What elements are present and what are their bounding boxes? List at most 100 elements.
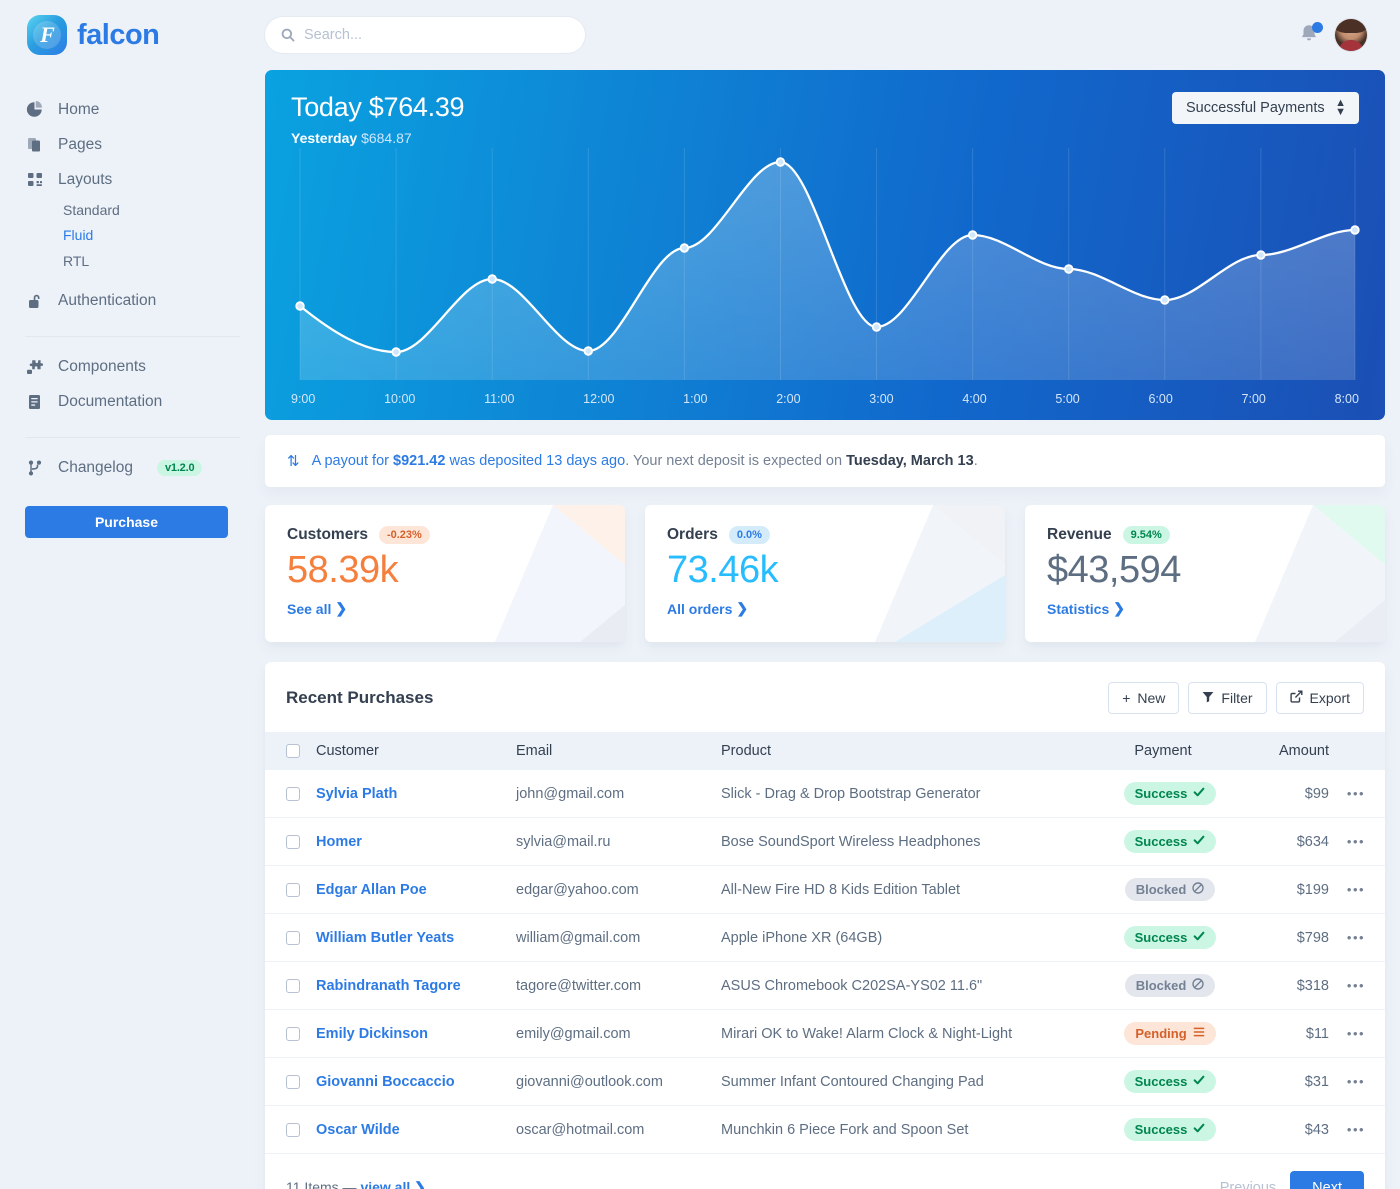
- payout-part1: A payout for: [311, 453, 393, 469]
- row-checkbox[interactable]: [286, 930, 300, 945]
- row-menu-icon[interactable]: •••: [1346, 977, 1366, 993]
- x-axis-label: 8:00: [1334, 392, 1359, 406]
- customer-link[interactable]: Rabindranath Tagore: [316, 977, 461, 994]
- sidebar-subitem-standard[interactable]: Standard: [25, 197, 240, 223]
- stat-value: 73.46k: [667, 549, 779, 591]
- status-label: Success: [1134, 930, 1188, 945]
- next-button[interactable]: Next: [1290, 1171, 1364, 1189]
- x-axis-label: 11:00: [484, 392, 515, 406]
- row-checkbox[interactable]: [286, 1026, 300, 1041]
- table-row[interactable]: William Butler Yeats william@gmail.com App…: [265, 913, 1385, 962]
- row-checkbox[interactable]: [286, 978, 300, 993]
- email-cell: sylvia@mail.ru: [508, 817, 713, 866]
- row-checkbox[interactable]: [286, 1074, 300, 1089]
- sidebar-item-components[interactable]: Components: [25, 350, 240, 385]
- row-checkbox[interactable]: [286, 882, 300, 897]
- sidebar-subitem-rtl[interactable]: RTL: [25, 248, 240, 274]
- card-decoration: [495, 505, 625, 642]
- topbar-right: [1299, 19, 1385, 51]
- row-menu-icon[interactable]: •••: [1346, 1073, 1366, 1089]
- row-actions-cell: •••: [1337, 770, 1385, 818]
- items-count: 11 Items: [286, 1179, 339, 1189]
- product-cell: ASUS Chromebook C202SA-YS02 11.6": [713, 961, 1095, 1010]
- sidebar-item-changelog[interactable]: Changelog v1.2.0: [25, 451, 240, 486]
- customer-link[interactable]: Sylvia Plath: [316, 785, 398, 802]
- sidebar-subitem-fluid[interactable]: Fluid: [25, 223, 240, 249]
- lock-open-icon: [25, 292, 44, 311]
- column-header-payment[interactable]: Payment: [1134, 743, 1192, 759]
- x-axis-label: 5:00: [1055, 392, 1080, 406]
- x-axis-label: 7:00: [1241, 392, 1266, 406]
- row-select-cell: [265, 770, 308, 818]
- table-row[interactable]: Rabindranath Tagore tagore@twitter.com ASU…: [265, 961, 1385, 1010]
- copy-pages-icon: [25, 135, 44, 154]
- sidebar-divider-1: [25, 335, 240, 337]
- new-button-label: New: [1137, 690, 1166, 706]
- book-icon: [25, 393, 44, 412]
- stat-link-all-orders[interactable]: All orders ❯: [667, 600, 748, 617]
- sidebar-item-pages[interactable]: Pages: [25, 127, 240, 162]
- search-input[interactable]: [304, 27, 569, 43]
- row-select-cell: [265, 1057, 308, 1106]
- email-cell: giovanni@outlook.com: [508, 1057, 713, 1106]
- new-button[interactable]: + New: [1108, 682, 1180, 714]
- filter-button-label: Filter: [1221, 690, 1253, 706]
- product-cell: All-New Fire HD 8 Kids Edition Tablet: [713, 865, 1095, 914]
- bell-icon[interactable]: [1299, 22, 1323, 47]
- row-actions-cell: •••: [1337, 1057, 1385, 1106]
- table-actions: + New Filter Export: [1108, 682, 1364, 714]
- stat-value: $43,594: [1047, 549, 1181, 591]
- search-box[interactable]: [265, 17, 585, 53]
- table-row[interactable]: Sylvia Plath john@gmail.com Slick - Drag &…: [265, 770, 1385, 818]
- export-button[interactable]: Export: [1275, 682, 1364, 714]
- brand[interactable]: F falcon: [25, 0, 240, 70]
- customer-link[interactable]: William Butler Yeats: [316, 929, 455, 946]
- payment-cell: Pending: [1095, 1009, 1245, 1058]
- column-header-email[interactable]: Email: [516, 743, 553, 759]
- customer-link[interactable]: Homer: [316, 833, 362, 850]
- table-row[interactable]: Oscar Wilde oscar@hotmail.com Munchkin 6 P…: [265, 1105, 1385, 1154]
- customer-link[interactable]: Edgar Allan Poe: [316, 881, 427, 898]
- view-all-link[interactable]: view all ❯: [360, 1179, 425, 1189]
- customer-link[interactable]: Oscar Wilde: [316, 1121, 400, 1138]
- row-menu-icon[interactable]: •••: [1346, 785, 1366, 801]
- table-body: Sylvia Plath john@gmail.com Slick - Drag &…: [265, 770, 1385, 1154]
- chart-header: Today $764.39 Yesterday $684.87 Successf…: [265, 70, 1385, 146]
- email-cell: edgar@yahoo.com: [508, 865, 713, 914]
- payout-date: Tuesday, March 13: [846, 453, 974, 469]
- table-row[interactable]: Homer sylvia@mail.ru Bose SoundSport Wirel…: [265, 817, 1385, 866]
- stat-link-statistics[interactable]: Statistics ❯: [1047, 600, 1125, 617]
- row-checkbox[interactable]: [286, 1122, 300, 1137]
- row-checkbox[interactable]: [286, 786, 300, 801]
- customer-link[interactable]: Emily Dickinson: [316, 1025, 429, 1042]
- row-menu-icon[interactable]: •••: [1346, 929, 1366, 945]
- amount-cell: $31: [1245, 1057, 1337, 1106]
- table-row[interactable]: Emily Dickinson emily@gmail.com Mirari OK …: [265, 1009, 1385, 1058]
- payments-filter-select[interactable]: Successful PaymentsFailed PaymentsAll Pa…: [1172, 92, 1359, 124]
- brand-name: falcon: [77, 18, 160, 51]
- sidebar-item-layouts[interactable]: Layouts: [25, 162, 240, 197]
- customer-cell: Giovanni Boccaccio: [308, 1057, 508, 1106]
- sidebar-item-authentication[interactable]: Authentication: [25, 284, 240, 319]
- column-header-amount[interactable]: Amount: [1279, 743, 1329, 759]
- column-header-customer[interactable]: Customer: [316, 743, 379, 759]
- purchase-button[interactable]: Purchase: [25, 505, 228, 538]
- row-checkbox[interactable]: [286, 834, 300, 849]
- filter-button[interactable]: Filter: [1188, 682, 1267, 714]
- sidebar-item-documentation[interactable]: Documentation: [25, 385, 240, 420]
- table-row[interactable]: Edgar Allan Poe edgar@yahoo.com All-New Fi…: [265, 865, 1385, 914]
- table-row[interactable]: Giovanni Boccaccio giovanni@outlook.com Su…: [265, 1057, 1385, 1106]
- user-avatar[interactable]: [1335, 19, 1367, 51]
- stat-link-see-all[interactable]: See all ❯: [287, 600, 347, 617]
- row-menu-icon[interactable]: •••: [1346, 881, 1366, 897]
- sidebar-item-home[interactable]: Home: [25, 92, 240, 127]
- row-menu-icon[interactable]: •••: [1346, 1025, 1366, 1041]
- column-header-product[interactable]: Product: [721, 743, 771, 759]
- customer-link[interactable]: Giovanni Boccaccio: [316, 1073, 455, 1090]
- select-all-checkbox[interactable]: [286, 744, 300, 759]
- purchases-table: Customer Email Product Payment Amount Sy…: [265, 732, 1385, 1154]
- row-menu-icon[interactable]: •••: [1346, 833, 1366, 849]
- customer-cell: Rabindranath Tagore: [308, 961, 508, 1010]
- row-menu-icon[interactable]: •••: [1346, 1121, 1366, 1137]
- previous-button[interactable]: Previous: [1220, 1180, 1276, 1189]
